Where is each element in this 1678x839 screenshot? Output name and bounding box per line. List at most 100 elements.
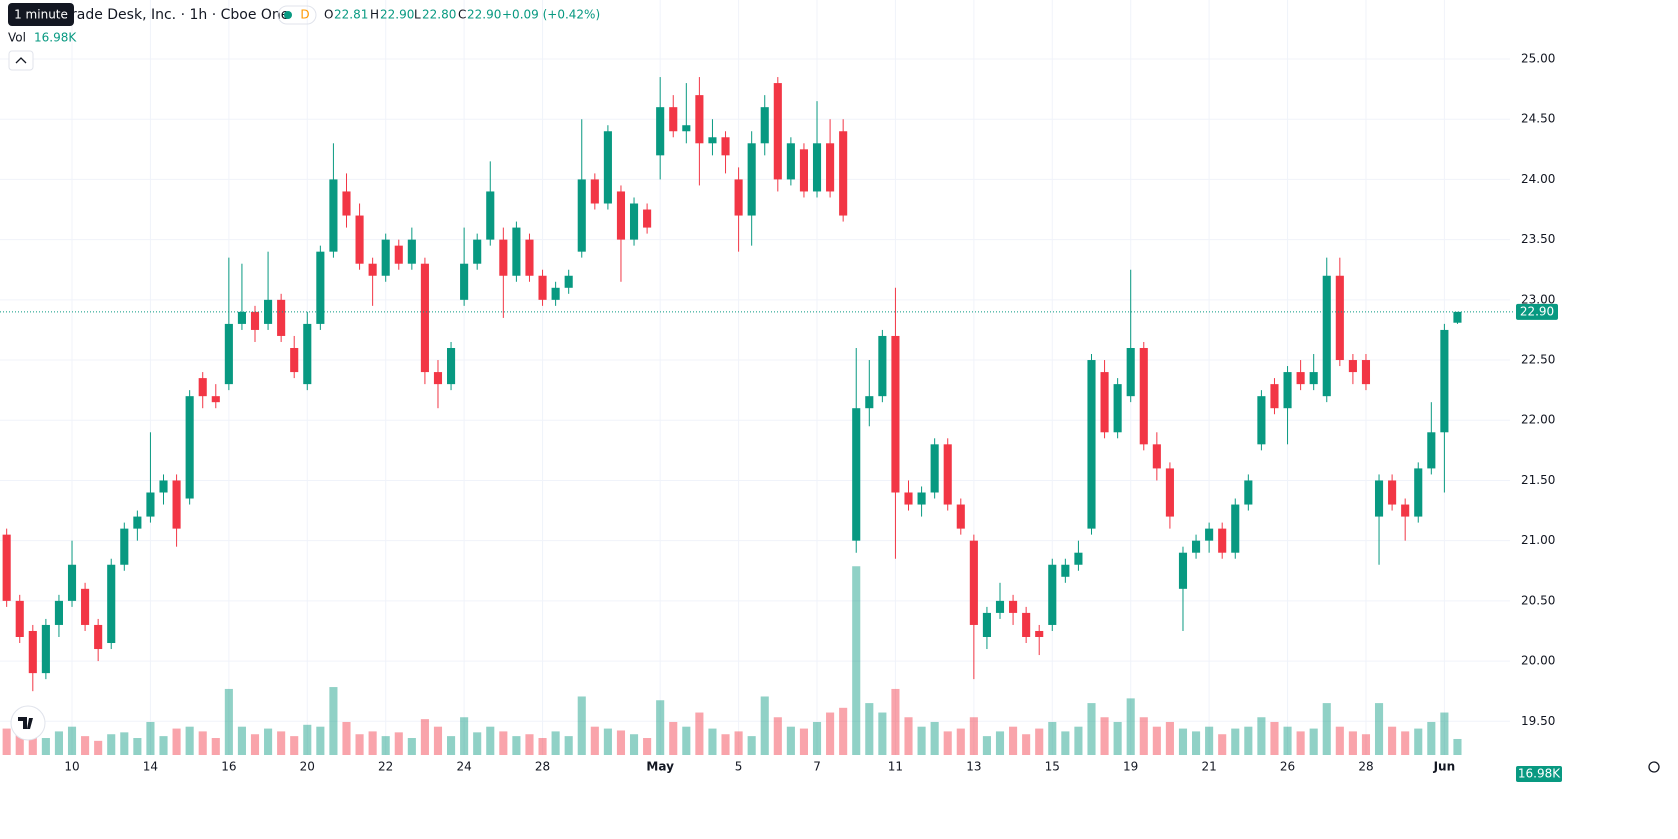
candle-body bbox=[355, 215, 364, 264]
volume-bar bbox=[486, 726, 495, 755]
logo[interactable] bbox=[10, 705, 46, 741]
volume-bar bbox=[1440, 712, 1449, 755]
volume-bar bbox=[969, 717, 978, 755]
x-tick-label: 22 bbox=[378, 760, 393, 774]
candle-body bbox=[629, 203, 639, 240]
candle-body bbox=[368, 263, 377, 276]
candle-body bbox=[852, 408, 861, 541]
candle-body bbox=[799, 149, 808, 192]
volume-bar bbox=[1453, 738, 1462, 755]
candle-body bbox=[224, 323, 233, 385]
candle-body bbox=[1178, 552, 1188, 589]
symbol-title[interactable]: The Trade Desk, Inc. · 1h · Cboe One bbox=[33, 7, 289, 23]
volume-bar bbox=[1087, 703, 1096, 755]
x-tick-label: Jun bbox=[1433, 760, 1456, 774]
volume-bar bbox=[786, 726, 795, 755]
candle-body bbox=[316, 251, 325, 324]
l-value: 22.80 bbox=[422, 8, 456, 22]
volume-bar bbox=[1009, 726, 1018, 755]
candle-body bbox=[1205, 528, 1214, 541]
volume-tag bbox=[1516, 766, 1562, 782]
c-label: C bbox=[458, 8, 466, 22]
candle-body bbox=[420, 263, 429, 373]
logo-mark bbox=[18, 717, 33, 729]
volume-bar bbox=[1178, 728, 1188, 755]
candle-body bbox=[1100, 372, 1109, 433]
volume-bar bbox=[865, 703, 874, 755]
volume-bar bbox=[512, 736, 521, 755]
volume-bar bbox=[146, 721, 155, 755]
candle-body bbox=[616, 191, 626, 240]
candle-body bbox=[342, 191, 351, 216]
vol-label: Vol bbox=[8, 31, 26, 45]
candle-body bbox=[682, 125, 691, 132]
volume-bar bbox=[185, 726, 194, 755]
candle-body bbox=[538, 275, 547, 300]
collapse-button[interactable] bbox=[8, 50, 34, 71]
x-tick-label: 7 bbox=[813, 760, 821, 774]
volume-bar bbox=[564, 736, 573, 755]
volume-bar bbox=[826, 712, 835, 755]
x-tick-label: 15 bbox=[1045, 760, 1060, 774]
candle-body bbox=[708, 137, 717, 144]
volume-bar bbox=[499, 731, 508, 755]
volume-bar bbox=[1205, 726, 1214, 755]
x-tick-label: 19 bbox=[1123, 760, 1138, 774]
candle-body bbox=[1257, 396, 1266, 445]
candle-body bbox=[2, 534, 11, 601]
volume-bar bbox=[224, 688, 233, 755]
volume-bar bbox=[41, 738, 50, 755]
y-tick-label: 22.50 bbox=[1521, 353, 1555, 367]
candle-body bbox=[1113, 384, 1122, 433]
volume-bar bbox=[81, 736, 90, 755]
candle-body bbox=[1348, 360, 1357, 373]
y-tick-label: 19.50 bbox=[1521, 714, 1555, 728]
volume-bar bbox=[107, 734, 116, 755]
volume-bar bbox=[1296, 731, 1305, 755]
volume-bar bbox=[1192, 731, 1201, 755]
candle-body bbox=[433, 372, 443, 385]
candle-body bbox=[1231, 504, 1240, 553]
volume-bar bbox=[1257, 717, 1266, 755]
candle-body bbox=[839, 131, 848, 216]
candle-body bbox=[1296, 372, 1305, 385]
last-price-tag bbox=[1516, 303, 1558, 320]
volume-bar bbox=[2, 728, 11, 755]
y-tick-label: 23.50 bbox=[1521, 232, 1555, 246]
x-tick-label: 28 bbox=[535, 760, 550, 774]
volume-bar bbox=[447, 736, 456, 755]
volume-bar bbox=[956, 728, 965, 755]
o-value: 22.81 bbox=[334, 8, 368, 22]
y-tick-label: 23.00 bbox=[1521, 292, 1555, 306]
candle-body bbox=[878, 335, 887, 397]
settings-icon[interactable] bbox=[1648, 761, 1660, 773]
candle-body bbox=[734, 179, 743, 216]
candle-body bbox=[120, 528, 129, 565]
candle-body bbox=[577, 179, 586, 252]
volume-bar bbox=[172, 728, 181, 755]
tooltip: 1 minute bbox=[14, 8, 68, 22]
volume-bar bbox=[316, 726, 325, 755]
axis-layer: 19.50 20.00 20.50 21.00 21.50 22.00 22.50 23.00… bbox=[0, 52, 1562, 782]
volume-bar bbox=[290, 736, 299, 755]
x-tick-label: 28 bbox=[1358, 760, 1373, 774]
volume-bar bbox=[1427, 721, 1436, 755]
volume-bar bbox=[1348, 731, 1357, 755]
h-value: 22.90 bbox=[380, 8, 414, 22]
candle-body bbox=[394, 245, 403, 264]
volume-bar bbox=[198, 731, 207, 755]
volume-bar bbox=[1152, 726, 1161, 755]
candle-body bbox=[656, 107, 665, 156]
candle-body bbox=[1440, 329, 1449, 433]
y-tick-label: 20.00 bbox=[1521, 654, 1555, 668]
volume-bar bbox=[1231, 728, 1240, 755]
volume-bar bbox=[120, 732, 129, 755]
candle-body bbox=[904, 492, 913, 505]
candle-body bbox=[54, 600, 63, 625]
grid bbox=[0, 0, 1510, 755]
status-dot bbox=[284, 11, 292, 19]
candle-body bbox=[786, 143, 795, 180]
candle-body bbox=[172, 480, 181, 529]
volume-bar bbox=[1139, 717, 1148, 755]
